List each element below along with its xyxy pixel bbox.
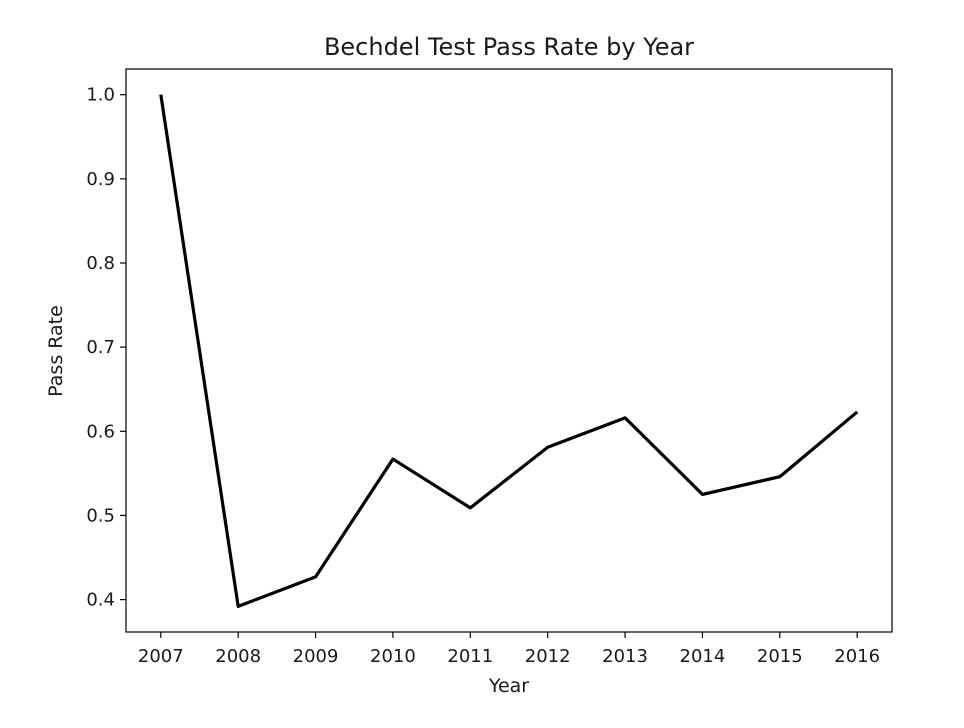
x-tick-label: 2008 [215, 646, 261, 667]
x-tick-label: 2007 [138, 646, 184, 667]
x-tick-label: 2009 [293, 646, 339, 667]
x-tick-label: 2011 [447, 646, 493, 667]
y-tick-label: 1.0 [86, 85, 115, 106]
y-tick-label: 0.4 [86, 590, 115, 611]
plot-area: 2007 2008 2009 2010 2011 2012 2013 2014 2015 2016… [86, 68, 893, 667]
chart-title: Bechdel Test Pass Rate by Year [324, 33, 694, 61]
x-tick-label: 2015 [757, 646, 803, 667]
x-tick-label: 2013 [602, 646, 648, 667]
y-tick-label: 0.9 [86, 169, 115, 190]
series-line [159, 94, 859, 608]
y-tick-label: 0.8 [86, 253, 115, 274]
x-tick-label: 2010 [370, 646, 416, 667]
x-axis-label: Year [488, 675, 529, 697]
y-tick-label: 0.5 [86, 505, 115, 526]
y-tick-label: 0.7 [86, 337, 115, 358]
y-tick-label: 0.6 [86, 421, 115, 442]
x-tick-label: 2012 [525, 646, 571, 667]
y-axis-label: Pass Rate [45, 305, 67, 397]
x-tick-label: 2016 [834, 646, 880, 667]
plot-frame [125, 68, 893, 633]
x-tick-label: 2014 [680, 646, 726, 667]
